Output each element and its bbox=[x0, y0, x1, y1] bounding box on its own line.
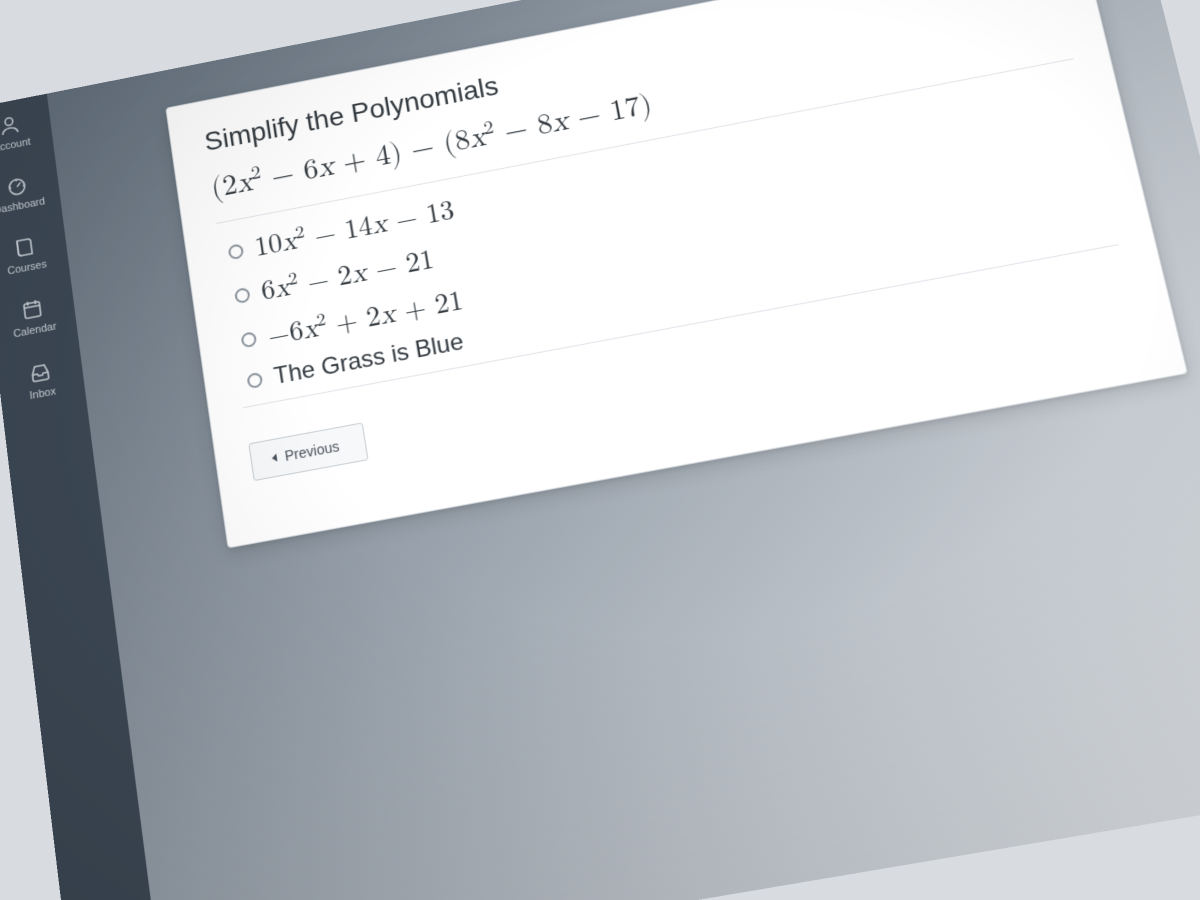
sidebar-item-inbox[interactable]: Inbox bbox=[0, 340, 87, 419]
sidebar-item-label: Account bbox=[0, 136, 31, 154]
radio-icon[interactable] bbox=[228, 243, 245, 260]
main-content: Simplify the Polynomials (2x2 − 6x + 4) … bbox=[47, 0, 1200, 900]
sidebar-item-label: Inbox bbox=[29, 386, 57, 402]
inbox-icon bbox=[25, 359, 55, 387]
radio-icon[interactable] bbox=[240, 331, 257, 348]
radio-icon[interactable] bbox=[246, 372, 263, 389]
courses-icon bbox=[10, 234, 40, 262]
question-card: Simplify the Polynomials (2x2 − 6x + 4) … bbox=[165, 0, 1188, 548]
screen: Account Dashboard Courses bbox=[0, 0, 1200, 900]
account-icon bbox=[0, 112, 24, 139]
previous-button-label: Previous bbox=[284, 438, 341, 464]
sidebar-item-label: Courses bbox=[7, 259, 48, 278]
chevron-left-icon bbox=[271, 454, 277, 463]
dashboard-icon bbox=[2, 172, 31, 199]
previous-button[interactable]: Previous bbox=[248, 422, 369, 481]
radio-icon[interactable] bbox=[234, 287, 251, 304]
calendar-icon bbox=[17, 296, 47, 324]
